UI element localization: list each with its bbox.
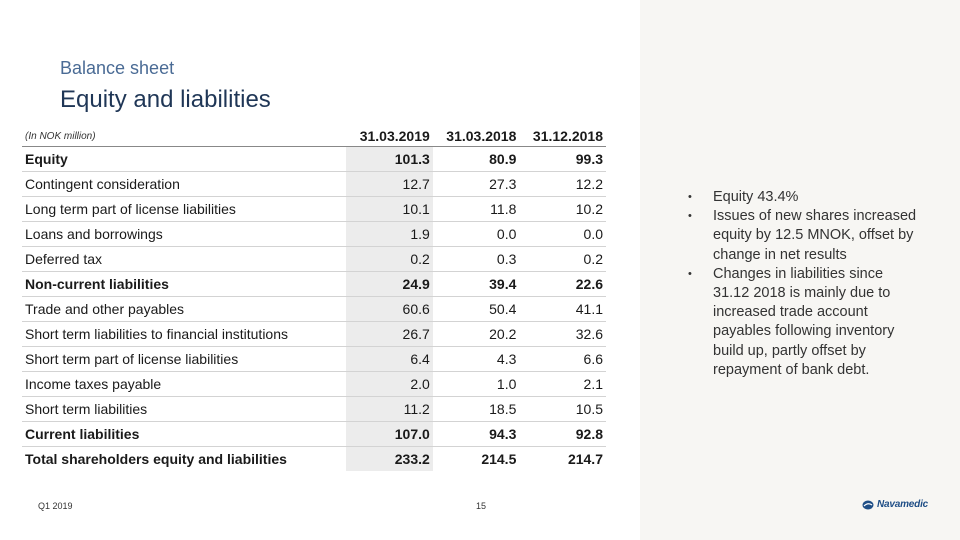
logo-text: Navamedic (877, 499, 929, 510)
table-row: Short term part of license liabilities 6… (22, 346, 606, 372)
row-label: Total shareholders equity and liabilitie… (25, 451, 287, 467)
page-number: 15 (476, 501, 487, 511)
cell-value: 0.0 (519, 221, 606, 247)
row-label: Non-current liabilities (22, 271, 347, 297)
row-label: Short term liabilities to financial inst… (22, 321, 347, 347)
balance-sheet-table: (In NOK million) 31.03.2019 31.03.2018 3… (22, 126, 606, 471)
company-logo: Navamedic (862, 499, 928, 510)
table-row: Income taxes payable 2.0 1.0 2.1 (22, 371, 606, 397)
row-label: Short term liabilities (22, 396, 347, 422)
cell-value: 92.8 (519, 421, 606, 447)
row-label: Current liabilities (22, 421, 347, 447)
commentary-list: • Equity 43.4% • Issues of new shares in… (688, 188, 918, 380)
cell-value: 99.3 (519, 146, 606, 172)
logo-mark-icon (862, 500, 874, 509)
table-row: Long term part of license liabilities 10… (22, 196, 606, 222)
bullet-icon: • (688, 267, 692, 280)
cell-value: 6.6 (519, 346, 606, 372)
cell-value: 11.2 (346, 396, 433, 422)
row-label: Short term part of license liabilities (22, 346, 347, 372)
cell-value: 214.5 (481, 451, 517, 467)
cell-value: 20.2 (432, 321, 520, 347)
bullet-item: • Equity 43.4% (688, 188, 918, 207)
row-label: Long term part of license liabilities (22, 196, 347, 222)
cell-value: 10.2 (519, 196, 606, 222)
table-row: Non-current liabilities 24.9 39.4 22.6 (22, 271, 606, 297)
column-header: 31.12.2018 (519, 126, 606, 147)
cell-value: 27.3 (432, 171, 520, 197)
cell-value: 2.1 (519, 371, 606, 397)
cell-value: 22.6 (519, 271, 606, 297)
cell-value: 6.4 (346, 346, 433, 372)
cell-value: 107.0 (346, 421, 433, 447)
cell-value: 0.3 (432, 246, 520, 272)
table-row: Loans and borrowings 1.9 0.0 0.0 (22, 221, 606, 247)
cell-value: 10.1 (346, 196, 433, 222)
table-row: Current liabilities 107.0 94.3 92.8 (22, 421, 606, 447)
cell-value: 41.1 (519, 296, 606, 322)
cell-value: 1.0 (432, 371, 520, 397)
cell-value: 0.2 (519, 246, 606, 272)
bullet-item: • Changes in liabilities since 31.12 201… (688, 265, 918, 380)
cell-value: 50.4 (432, 296, 520, 322)
table-header-row: (In NOK million) 31.03.2019 31.03.2018 3… (22, 126, 606, 147)
table-row: Deferred tax 0.2 0.3 0.2 (22, 246, 606, 272)
table-row: Trade and other payables 60.6 50.4 41.1 (22, 296, 606, 322)
bullet-icon: • (688, 210, 692, 223)
cell-value: 2.0 (346, 371, 433, 397)
notes-panel (640, 0, 960, 540)
table-row: Total shareholders equity and liabilitie… (22, 446, 606, 471)
column-header: 31.03.2019 (346, 126, 433, 147)
cell-value: 214.7 (567, 451, 603, 467)
cell-value: 0.0 (432, 221, 520, 247)
cell-value: 26.7 (346, 321, 433, 347)
cell-value: 18.5 (432, 396, 520, 422)
cell-value: 12.2 (519, 171, 606, 197)
cell-value: 4.3 (432, 346, 520, 372)
cell-value: 10.5 (519, 396, 606, 422)
cell-value: 0.2 (346, 246, 433, 272)
bullet-text: Changes in liabilities since 31.12 2018 … (713, 265, 895, 378)
bullet-text: Issues of new shares increased equity by… (713, 208, 917, 263)
cell-value: 94.3 (432, 421, 520, 447)
bullet-item: • Issues of new shares increased equity … (688, 207, 918, 265)
cell-value: 101.3 (346, 146, 433, 172)
cell-value: 39.4 (432, 271, 520, 297)
cell-value: 80.9 (432, 146, 520, 172)
cell-value: 60.6 (346, 296, 433, 322)
row-label: Loans and borrowings (22, 221, 347, 247)
cell-value: 233.2 (346, 446, 433, 471)
cell-value: 24.9 (346, 271, 433, 297)
table-row: Equity 101.3 80.9 99.3 (22, 146, 606, 172)
cell-value: 12.7 (346, 171, 433, 197)
row-label: Income taxes payable (22, 371, 347, 397)
table-row: Contingent consideration 12.7 27.3 12.2 (22, 171, 606, 197)
slide-title: Equity and liabilities (60, 86, 271, 113)
cell-value: 32.6 (519, 321, 606, 347)
cell-value: 11.8 (432, 196, 520, 222)
column-header: 31.03.2018 (432, 126, 520, 147)
bullet-icon: • (688, 191, 692, 203)
table-row: Short term liabilities to financial inst… (22, 321, 606, 347)
cell-value: 1.9 (346, 221, 433, 247)
bullet-text: Equity 43.4% (713, 189, 799, 205)
unit-label: (In NOK million) (22, 126, 347, 147)
row-label: Contingent consideration (22, 171, 347, 197)
row-label: Equity (22, 146, 347, 172)
footer-period: Q1 2019 (38, 501, 73, 511)
row-label: Trade and other payables (22, 296, 347, 322)
table-row: Short term liabilities 11.2 18.5 10.5 (22, 396, 606, 422)
slide-subtitle: Balance sheet (60, 58, 175, 78)
row-label: Deferred tax (22, 246, 347, 272)
